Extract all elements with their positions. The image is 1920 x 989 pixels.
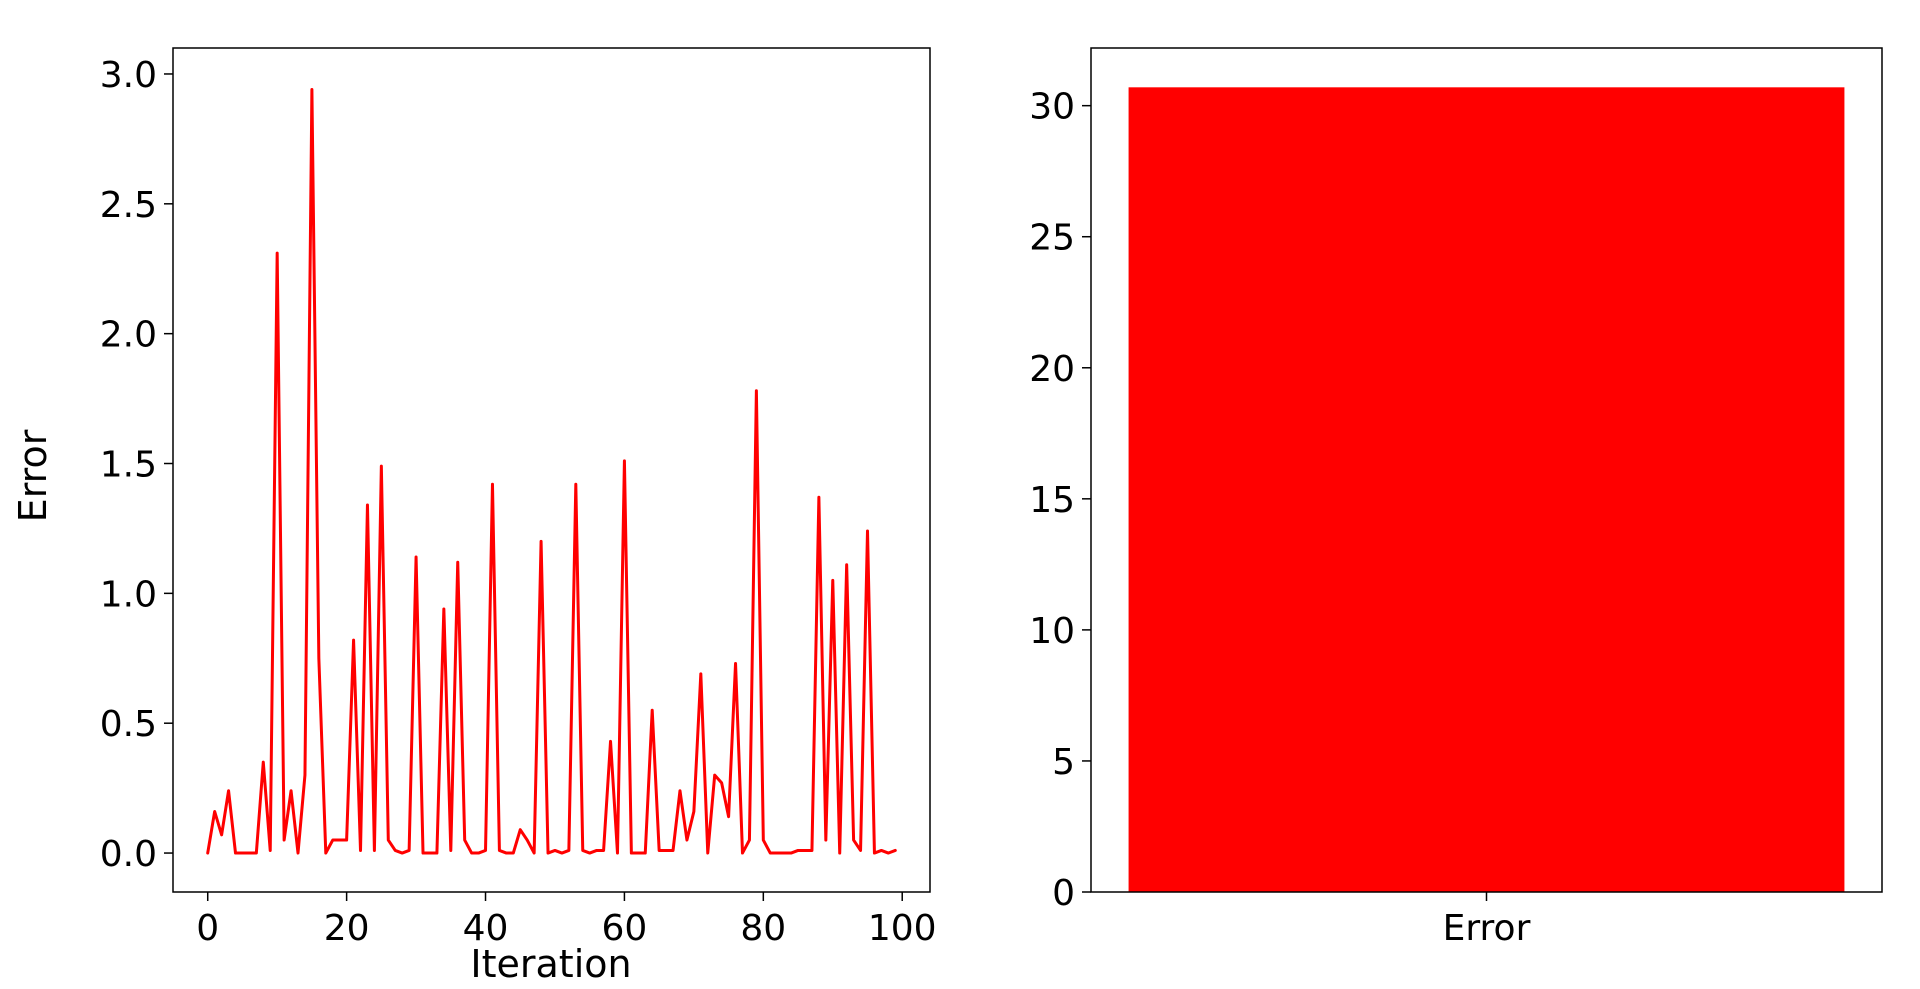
- bar-chart-y-ticks: 0 5 10 15 20 25 30: [1029, 87, 1091, 914]
- bar-error: [1128, 87, 1845, 892]
- y-tick-label: 15: [1029, 480, 1075, 521]
- y-tick-label: 2.0: [100, 315, 157, 356]
- x-axis-label: Iteration: [470, 942, 631, 986]
- x-tick-label: 40: [463, 908, 509, 949]
- y-tick-label: 2.5: [100, 185, 157, 226]
- y-tick-label: 0.5: [100, 704, 157, 745]
- y-tick-label: 10: [1029, 611, 1075, 652]
- y-tick-label: 20: [1029, 349, 1075, 390]
- x-tick-label: 0: [196, 908, 219, 949]
- x-tick-label: 60: [602, 908, 648, 949]
- line-chart: 0 20 40 60 80 100 0.0 0.5 1.0 1.5 2.0 2.5 3.0 Itera…: [11, 47, 937, 986]
- y-tick-label: 1.5: [100, 445, 157, 486]
- bar-chart: Error 0 5 10 15 20 25 30: [1029, 47, 1883, 949]
- y-tick-label: 30: [1029, 87, 1075, 128]
- bar-chart-bars: [1128, 87, 1845, 892]
- line-chart-y-ticks: 0.0 0.5 1.0 1.5 2.0 2.5 3.0: [100, 55, 173, 875]
- y-tick-label: 1.0: [100, 574, 157, 615]
- y-tick-label: 25: [1029, 218, 1075, 259]
- error-series-line: [206, 88, 897, 855]
- x-tick-label: 20: [324, 908, 370, 949]
- bar-chart-x-ticks: Error: [1443, 892, 1531, 949]
- x-tick-label: 80: [740, 908, 786, 949]
- y-axis-label: Error: [11, 429, 55, 522]
- x-tick-label: 100: [868, 908, 937, 949]
- y-tick-label: 5: [1052, 742, 1075, 783]
- y-tick-label: 0.0: [100, 834, 157, 875]
- y-tick-label: 0: [1052, 873, 1075, 914]
- y-tick-label: 3.0: [100, 55, 157, 96]
- line-chart-x-ticks: 0 20 40 60 80 100: [196, 892, 937, 949]
- line-chart-plot-frame: [172, 47, 931, 893]
- x-tick-label: Error: [1443, 908, 1531, 949]
